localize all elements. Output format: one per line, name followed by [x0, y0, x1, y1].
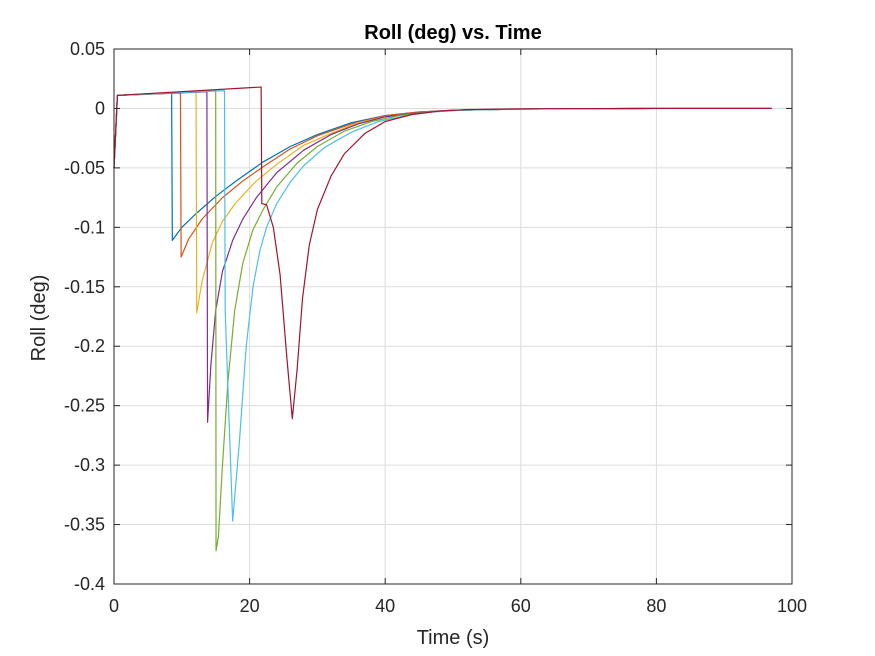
- series-line-5: [113, 90, 772, 552]
- y-tick-label: -0.35: [64, 515, 105, 535]
- ticks: 0 20 40 60 80 100 0.05 0 -0.05 -0.1 -0.15 -0.2 -0.25…: [64, 39, 807, 616]
- y-tick-label: -0.2: [74, 336, 105, 356]
- y-tick-label: 0.05: [70, 39, 105, 59]
- y-tick-label: -0.4: [74, 574, 105, 594]
- x-tick-label: 0: [109, 596, 119, 616]
- y-axis-label: Roll (deg): [28, 275, 50, 362]
- x-axis-label: Time (s): [417, 627, 490, 649]
- x-tick-label: 40: [375, 596, 395, 616]
- x-tick-label: 60: [511, 596, 531, 616]
- series-line-1: [113, 92, 772, 242]
- y-tick-label: 0: [95, 98, 105, 118]
- series-line-6: [113, 90, 772, 522]
- y-tick-label: -0.25: [64, 396, 105, 416]
- y-tick-label: -0.15: [64, 277, 105, 297]
- y-tick-label: -0.05: [64, 158, 105, 178]
- chart-title: Roll (deg) vs. Time: [364, 22, 541, 44]
- y-tick-label: -0.1: [74, 217, 105, 237]
- x-tick-label: 20: [240, 596, 260, 616]
- y-tick-label: -0.3: [74, 455, 105, 475]
- x-tick-label: 80: [646, 596, 666, 616]
- axes-box: [113, 48, 793, 585]
- series-line-3: [113, 91, 772, 314]
- x-tick-label: 100: [777, 596, 807, 616]
- series-line-4: [113, 91, 772, 423]
- series-line-2: [113, 92, 772, 258]
- series-line-7: [113, 86, 772, 420]
- series-group: [113, 86, 772, 552]
